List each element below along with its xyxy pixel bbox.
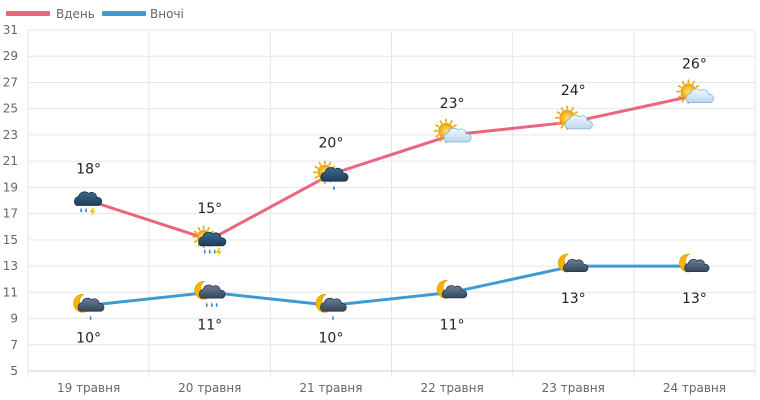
- x-tick-label: 22 травня: [420, 381, 483, 395]
- weather-icons: [73, 79, 714, 321]
- sun-cloud-icon: [433, 118, 472, 144]
- legend-label-day: Вдень: [56, 7, 95, 21]
- y-tick-label: 21: [3, 154, 18, 168]
- y-axis: 5 7 9 11 13 15 17 19 21 23 25 27 29 31: [3, 23, 18, 378]
- legend-label-night: Вночі: [150, 7, 184, 21]
- legend: Вдень Вночі: [6, 7, 184, 21]
- moon-cloud-icon: [557, 253, 589, 273]
- sun-cloud-icon: [554, 105, 593, 131]
- night-temp-label: 13°: [682, 291, 707, 307]
- sun-cloud-icon: [676, 79, 714, 104]
- day-temp-label: 18°: [76, 162, 101, 178]
- gridlines: [27, 29, 756, 377]
- legend-item-night[interactable]: Вночі: [102, 7, 184, 21]
- legend-swatch-day: [6, 11, 50, 16]
- legend-item-day[interactable]: Вдень: [6, 7, 95, 21]
- storm-rain-icon: [74, 191, 103, 218]
- y-tick-label: 29: [3, 49, 18, 63]
- day-temp-label: 26°: [682, 57, 707, 73]
- x-tick-label: 24 травня: [663, 381, 726, 395]
- y-tick-label: 23: [3, 128, 18, 142]
- moon-cloud-rain-icon: [194, 281, 226, 308]
- day-temp-label: 15°: [197, 201, 222, 217]
- moon-cloud-rain-icon: [315, 294, 347, 321]
- night-temp-label: 11°: [197, 317, 222, 333]
- series-lines: [88, 94, 695, 307]
- x-tick-label: 19 травня: [57, 381, 120, 395]
- night-temp-label: 13°: [561, 291, 586, 307]
- y-tick-label: 31: [3, 23, 18, 37]
- moon-cloud-rain-icon: [73, 294, 105, 321]
- x-tick-label: 21 травня: [299, 381, 362, 395]
- y-tick-label: 7: [10, 338, 18, 352]
- night-temp-label: 10°: [319, 330, 344, 346]
- moon-cloud-icon: [436, 280, 468, 299]
- x-axis: 19 травня 20 травня 21 травня 22 травня 23 т…: [57, 381, 726, 395]
- y-tick-label: 15: [3, 233, 18, 247]
- day-temp-label: 23°: [440, 96, 465, 112]
- series-line-day: [88, 94, 695, 242]
- night-temp-label: 11°: [440, 317, 465, 333]
- y-tick-label: 27: [3, 75, 18, 89]
- y-tick-label: 11: [3, 285, 18, 299]
- y-tick-label: 5: [10, 364, 18, 378]
- y-tick-label: 9: [10, 312, 18, 326]
- y-tick-label: 13: [3, 259, 18, 273]
- x-tick-label: 23 травня: [542, 381, 605, 395]
- y-tick-label: 19: [3, 180, 18, 194]
- day-temp-label: 24°: [561, 83, 586, 99]
- y-tick-label: 17: [3, 207, 18, 221]
- sun-cloud-rain-icon: [313, 160, 349, 191]
- night-temp-label: 10°: [76, 330, 101, 346]
- y-tick-label: 25: [3, 102, 18, 116]
- sun-cloud-thunder-rain-icon: [192, 225, 227, 258]
- series-line-night: [88, 264, 695, 307]
- legend-swatch-night: [102, 11, 146, 16]
- day-temp-label: 20°: [319, 135, 344, 151]
- data-labels: 18° 15° 20° 23° 24° 26° 10° 11° 10° 11° 13° 13°: [76, 57, 707, 347]
- moon-cloud-icon: [679, 253, 710, 273]
- x-tick-label: 20 травня: [178, 381, 241, 395]
